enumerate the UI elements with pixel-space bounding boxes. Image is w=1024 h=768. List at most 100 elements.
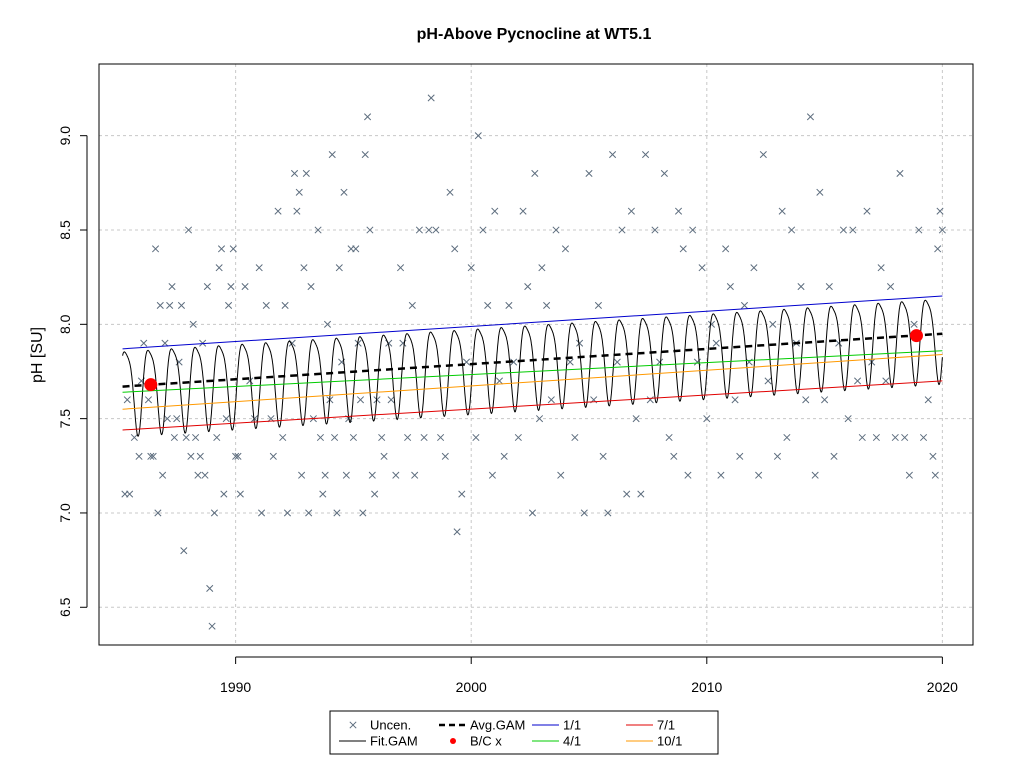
data-point [279,433,287,442]
data-point [328,150,336,159]
data-point [717,471,725,479]
data-point [451,245,459,253]
data-point [274,207,282,215]
y-tick-label-0: 6.5 [57,597,73,617]
data-point [472,433,480,442]
data-point [163,415,171,423]
data-point [392,471,400,479]
data-point [441,452,449,460]
data-point [561,245,570,253]
y-tick-label-4: 8.5 [57,220,73,240]
data-point [331,433,339,442]
data-point [227,283,235,291]
data-point [283,509,292,517]
data-point [839,226,847,234]
avg-gam-line [122,332,943,388]
data-point [453,528,461,536]
data-point [877,264,885,272]
data-point [811,471,819,479]
data-point [168,283,176,291]
data-point [232,452,240,460]
data-point [802,396,810,404]
data-point [173,415,181,423]
data-point [371,490,379,498]
data-point [797,283,805,291]
data-point [934,245,942,253]
data-point [919,433,928,442]
data-point [491,207,499,215]
legend-label-7: 10/1 [657,734,682,749]
legend-label-4: 1/1 [563,718,581,733]
data-point [229,245,237,253]
data-point [788,226,796,234]
data-point [177,301,186,310]
data-point [182,433,190,442]
data-point [432,226,440,234]
data-point [479,226,487,234]
data-point [170,433,178,442]
data-point [319,490,327,498]
data-point [604,509,612,517]
data-point [679,245,687,253]
data-point [262,301,270,310]
data-point [759,150,767,159]
legend-label-0: Uncen. [370,718,411,733]
data-point [773,452,782,460]
data-point [333,509,341,517]
x-axis: 1990 2000 2010 2020 [220,656,958,695]
data-point [514,433,522,442]
x-tick-label-0: 1990 [220,679,251,695]
data-point [637,490,645,498]
data-point [632,415,640,423]
data-point [835,339,843,347]
line-1-1 [122,295,943,350]
data-point [547,396,555,404]
data-point [495,377,504,385]
data-point [149,452,157,460]
data-point [225,301,233,310]
legend-label-5: 4/1 [563,734,581,749]
data-point [408,301,416,310]
x-tick-label-2: 2010 [691,679,722,695]
data-point [154,509,162,517]
data-point [783,433,791,442]
data-point [307,283,315,291]
data-point [305,509,313,517]
data-point [378,433,386,442]
data-point [420,433,428,442]
y-axis: 6.5 7.0 7.5 8.0 8.5 9.0 [57,126,88,617]
data-point [340,188,348,196]
data-point [821,396,829,404]
data-point [281,301,289,310]
data-point [368,471,376,479]
data-point [366,226,374,234]
data-point [208,622,216,630]
data-point [488,471,496,479]
data-point [854,377,862,385]
data-point [250,415,259,423]
data-point [858,433,866,442]
data-point [288,339,296,347]
data-point [321,471,329,479]
data-point [703,415,711,423]
data-point [500,452,508,460]
data-point [722,245,730,253]
data-point [740,301,749,310]
data-point [241,283,249,291]
data-point [543,301,551,310]
data-point [531,169,539,177]
data-point [222,415,230,423]
data-point [844,415,852,423]
data-point [778,207,786,215]
data-point [896,169,904,177]
data-point [255,264,263,272]
data-point [361,150,369,159]
data-point [206,584,214,592]
data-point [519,207,527,215]
data-point [882,377,890,385]
legend-label-3: B/C x [470,734,502,749]
data-point [269,452,277,460]
data-point [576,339,584,347]
